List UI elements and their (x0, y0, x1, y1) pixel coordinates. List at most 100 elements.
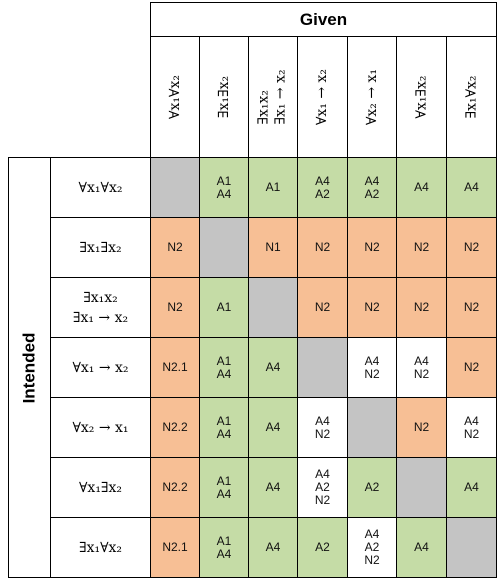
matrix-cell (347, 397, 396, 457)
cell-value: A4 (265, 420, 281, 434)
matrix-cell: A1 (199, 277, 248, 337)
matrix-cell (248, 277, 297, 337)
matrix-cell: N2 (347, 217, 396, 277)
column-header-7: ∃x₁∀x₂ (446, 36, 497, 157)
cell-value: A2 (364, 480, 380, 494)
column-header-6: ∀x₁∃x₂ (396, 36, 446, 157)
matrix-cell: N2.1 (150, 337, 199, 397)
matrix-cell: A1 A4 (199, 517, 248, 578)
cell-value: A1 A4 (216, 533, 232, 561)
cell-value: N2 (463, 360, 480, 374)
matrix-cell: A4 (446, 457, 497, 517)
cell-value: N1 (265, 240, 281, 254)
matrix-cell: N2 (150, 217, 199, 277)
cell-value: A4 (464, 180, 479, 194)
row-header-2: ∃x₁∃x₂ (50, 217, 150, 277)
matrix-cell: A4 (396, 517, 446, 578)
matrix-cell: N2.2 (150, 457, 199, 517)
cell-value: N2.1 (162, 540, 188, 554)
matrix-cell: A1 A4 (199, 337, 248, 397)
cell-value: A4 A2 N2 (364, 527, 380, 567)
matrix-cell: N2 (446, 217, 497, 277)
cell-value: A4 (265, 480, 281, 494)
matrix-cell (150, 157, 199, 217)
cell-value: A1 (216, 300, 232, 314)
matrix-cell: A2 (297, 517, 347, 578)
matrix-cell (446, 517, 497, 578)
cell-value: A4 (464, 480, 479, 494)
cell-value: N2 (167, 300, 183, 314)
matrix-cell: N2 (446, 337, 497, 397)
column-header-5: ∀x₂ → x₁ (347, 36, 396, 157)
given-header: Given (150, 2, 497, 36)
cell-value: A4 A2 (364, 173, 380, 201)
cell-value: N2.2 (162, 420, 188, 434)
column-header-label: ∃x₁∀x₂ (463, 75, 480, 119)
matrix-cell (297, 337, 347, 397)
cell-value: N2.1 (162, 360, 188, 374)
cell-value: N2 (413, 240, 430, 254)
cell-value: N2 (364, 240, 380, 254)
row-header-1: ∀x₁∀x₂ (50, 157, 150, 217)
cell-value: A4 A2 N2 (314, 467, 331, 507)
matrix-cell: A4 A2 (347, 157, 396, 217)
matrix-cell: N2.1 (150, 517, 199, 578)
matrix-cell: N2 (297, 217, 347, 277)
matrix-cell: A4 (248, 457, 297, 517)
cell-value: A4 (414, 180, 429, 194)
column-header-label: ∀x₁∀x₂ (166, 75, 183, 119)
cell-value: N2 (413, 420, 430, 434)
cell-value: N2 (413, 300, 430, 314)
column-header-1: ∀x₁∀x₂ (150, 36, 199, 157)
matrix-cell: N2.2 (150, 397, 199, 457)
matrix-cell: A4 (248, 397, 297, 457)
column-header-label: ∃x₁x₂ ∃x₁ → x₂ (256, 69, 289, 125)
column-header-label: ∀x₁ → x₂ (314, 68, 331, 126)
cell-value: A4 N2 (364, 353, 380, 381)
matrix-cell: A4 N2 (396, 337, 446, 397)
cell-value: A1 A4 (216, 413, 232, 441)
row-header-7: ∃x₁∀x₂ (50, 517, 150, 578)
matrix-cell: N2 (297, 277, 347, 337)
matrix-cell: A4 (446, 157, 497, 217)
cell-value: A4 N2 (314, 413, 331, 441)
matrix-cell: N2 (396, 277, 446, 337)
intended-label: Intended (19, 332, 39, 403)
matrix-cell: A1 A4 (199, 157, 248, 217)
cell-value: A4 N2 (463, 413, 480, 441)
column-header-3: ∃x₁x₂ ∃x₁ → x₂ (248, 36, 297, 157)
cell-value: A4 (265, 360, 281, 374)
matrix-cell: A4 N2 (347, 337, 396, 397)
matrix-cell: N2 (150, 277, 199, 337)
matrix-cell: N2 (446, 277, 497, 337)
matrix-cell: A4 (396, 157, 446, 217)
intended-header: Intended (8, 157, 50, 578)
cell-value: N2 (314, 300, 331, 314)
cell-value: N2.2 (162, 480, 188, 494)
matrix-cell (199, 217, 248, 277)
column-header-label: ∀x₂ → x₁ (364, 68, 381, 126)
matrix-cell: A1 A4 (199, 397, 248, 457)
matrix-cell: A2 (347, 457, 396, 517)
matrix-cell: A1 (248, 157, 297, 217)
row-header-6: ∀x₁∃x₂ (50, 457, 150, 517)
cell-value: A1 A4 (216, 473, 232, 501)
cell-value: N2 (314, 240, 331, 254)
matrix-cell (396, 457, 446, 517)
matrix-cell: N2 (347, 277, 396, 337)
cell-value: N2 (167, 240, 183, 254)
matrix-cell: N2 (396, 217, 446, 277)
cell-value: N2 (364, 300, 380, 314)
cell-value: A2 (315, 540, 330, 554)
column-header-label: ∀x₁∃x₂ (413, 75, 430, 119)
matrix-cell: A4 (248, 337, 297, 397)
column-header-4: ∀x₁ → x₂ (297, 36, 347, 157)
cell-value: N2 (463, 240, 480, 254)
cell-value: A1 (265, 180, 281, 194)
column-header-2: ∃x₁∃x₂ (199, 36, 248, 157)
cell-value: A4 (265, 540, 281, 554)
cell-value: A4 A2 (315, 173, 330, 201)
row-header-5: ∀x₂ → x₁ (50, 397, 150, 457)
matrix-cell: A4 A2 N2 (297, 457, 347, 517)
